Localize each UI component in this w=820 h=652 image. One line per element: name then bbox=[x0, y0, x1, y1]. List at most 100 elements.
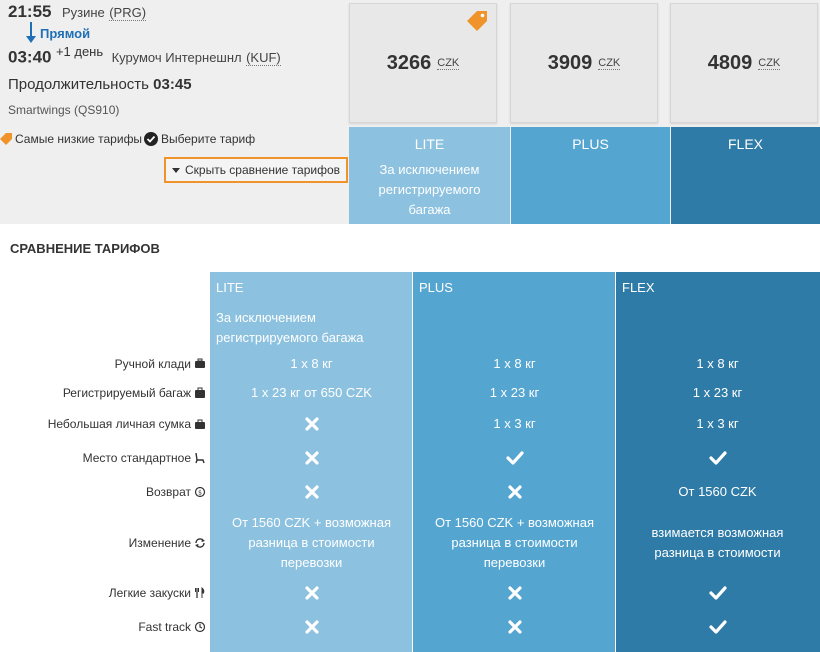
arrival-code: (KUF) bbox=[246, 50, 281, 67]
row-label: Ручной клади bbox=[115, 357, 206, 371]
comparison-cell bbox=[616, 586, 819, 600]
comparison-column-lite: LITE За исключением регистрируемого бага… bbox=[210, 272, 412, 652]
fare-header-plus[interactable]: PLUS bbox=[511, 127, 670, 224]
comparison-cell: 1 x 23 кг от 650 CZK bbox=[210, 383, 413, 403]
cell-text: 1 x 3 кг bbox=[493, 416, 536, 431]
row-label: Место стандартное bbox=[83, 451, 206, 465]
hide-comparison-label: Скрыть сравнение тарифов bbox=[185, 163, 340, 177]
comparison-cell bbox=[616, 620, 819, 634]
row-label: Fast track bbox=[138, 620, 206, 634]
tag-icon bbox=[0, 133, 12, 145]
comparison-cell bbox=[413, 620, 616, 634]
price-amount: 3266 bbox=[386, 51, 432, 74]
cell-text: 1 x 23 кг от 650 CZK bbox=[251, 385, 372, 400]
fare-header-lite[interactable]: LITE За исключением регистрируемого бага… bbox=[349, 127, 510, 224]
comparison-cell: От 1560 CZK bbox=[616, 482, 819, 502]
check-icon bbox=[505, 451, 524, 465]
fare-header-flex[interactable]: FLEX bbox=[671, 127, 820, 224]
comparison-cell bbox=[413, 485, 616, 499]
comparison-cell: 1 x 23 кг bbox=[413, 383, 616, 403]
legend-lowest: Самые низкие тарифы bbox=[0, 132, 142, 146]
check-circle-icon bbox=[144, 132, 158, 146]
comparison-cell: 1 x 8 кг bbox=[616, 354, 819, 374]
comparison-cell: 1 x 23 кг bbox=[616, 383, 819, 403]
refund-icon: $ bbox=[194, 486, 206, 498]
price-card-lite[interactable]: 3266 CZK bbox=[349, 3, 497, 123]
row-label: Небольшая личная сумка bbox=[48, 417, 206, 431]
arrival-row: 03:40 +1 день Курумоч Интернешнл (KUF) bbox=[8, 44, 281, 67]
arrival-airport: Курумоч Интернешнл bbox=[111, 50, 242, 66]
flight-summary-panel: 21:55 Рузине (PRG) Прямой 03:40 +1 день … bbox=[0, 0, 820, 224]
row-label-text: Fast track bbox=[138, 620, 191, 634]
cell-text: От 1560 CZK + возможная разница в стоимо… bbox=[232, 515, 391, 570]
check-icon bbox=[708, 586, 727, 600]
comparison-column-plus: PLUS bbox=[413, 272, 615, 652]
departure-row: 21:55 Рузине (PRG) bbox=[8, 2, 147, 22]
cross-icon bbox=[304, 451, 319, 465]
plus-day-label: +1 день bbox=[55, 44, 104, 59]
comparison-cell bbox=[616, 451, 819, 465]
cell-text: От 1560 CZK + возможная разница в стоимо… bbox=[435, 515, 594, 570]
comparison-cell: От 1560 CZK + возможная разница в стоимо… bbox=[210, 513, 413, 573]
cell-text: 1 x 23 кг bbox=[692, 385, 743, 400]
cell-text: взимается возможная разница в стоимости bbox=[651, 525, 784, 560]
comparison-cell: взимается возможная разница в стоимости bbox=[616, 523, 819, 563]
cross-icon bbox=[507, 485, 522, 499]
direct-flight-label: Прямой bbox=[40, 26, 91, 41]
tag-icon bbox=[467, 11, 487, 31]
cell-text: 1 x 3 кг bbox=[696, 416, 739, 431]
bag-icon bbox=[195, 419, 205, 429]
row-label: Возврат $ bbox=[146, 485, 206, 499]
change-icon bbox=[195, 538, 205, 548]
price-currency: CZK bbox=[758, 56, 781, 70]
departure-airport: Рузине bbox=[61, 5, 105, 20]
row-label-text: Небольшая личная сумка bbox=[47, 417, 191, 431]
comparison-cell bbox=[210, 417, 413, 431]
legend-choose: Выберите тариф bbox=[144, 132, 255, 146]
arrow-down-icon bbox=[26, 22, 36, 43]
comparison-cell: 1 x 8 кг bbox=[210, 354, 413, 374]
fare-desc: За исключением регистрируемого багажа bbox=[378, 162, 481, 217]
comparison-cell bbox=[210, 485, 413, 499]
comparison-cell: 1 x 8 кг bbox=[413, 354, 616, 374]
airline-label: Smartwings (QS910) bbox=[8, 103, 120, 117]
comparison-cell: 1 x 3 кг bbox=[616, 414, 819, 434]
comparison-cell bbox=[210, 451, 413, 465]
fare-name: LITE bbox=[414, 136, 445, 152]
column-fare-name: FLEX bbox=[622, 280, 655, 295]
fare-name: FLEX bbox=[727, 136, 763, 152]
cell-text: 1 x 8 кг bbox=[493, 356, 536, 371]
comparison-cell bbox=[413, 586, 616, 600]
row-label-text: Легкие закуски bbox=[108, 586, 191, 600]
cross-icon bbox=[507, 586, 522, 600]
row-label-text: Ручной клади bbox=[114, 357, 191, 371]
svg-text:$: $ bbox=[198, 490, 202, 497]
comparison-cell: От 1560 CZK + возможная разница в стоимо… bbox=[413, 513, 616, 573]
cell-text: От 1560 CZK bbox=[678, 484, 757, 499]
comparison-cell bbox=[210, 620, 413, 634]
suitcase-icon bbox=[195, 358, 205, 368]
row-label-text: Место стандартное bbox=[82, 451, 191, 465]
duration-value: 03:45 bbox=[153, 76, 192, 93]
cross-icon bbox=[304, 620, 319, 634]
comparison-cell: 1 x 3 кг bbox=[413, 414, 616, 434]
legend-choose-label: Выберите тариф bbox=[161, 132, 256, 146]
column-fare-name: LITE bbox=[216, 280, 244, 295]
hide-comparison-button[interactable]: Скрыть сравнение тарифов bbox=[164, 157, 348, 183]
cross-icon bbox=[304, 586, 319, 600]
cross-icon bbox=[304, 485, 319, 499]
cross-icon bbox=[507, 620, 522, 634]
price-card-plus[interactable]: 3909 CZK bbox=[510, 3, 658, 123]
caret-down-icon bbox=[172, 167, 180, 173]
check-icon bbox=[708, 451, 727, 465]
seat-icon bbox=[195, 452, 205, 464]
clock-icon bbox=[194, 621, 206, 633]
departure-time: 21:55 bbox=[8, 2, 52, 21]
row-label: Легкие закуски bbox=[109, 586, 206, 600]
arrival-time: 03:40 bbox=[8, 47, 52, 67]
cell-text: 1 x 8 кг bbox=[696, 356, 739, 371]
price-currency: CZK bbox=[598, 56, 621, 70]
row-label: Регистрируемый багаж bbox=[63, 386, 206, 400]
price-card-flex[interactable]: 4809 CZK bbox=[670, 3, 818, 123]
briefcase-icon bbox=[195, 387, 205, 398]
